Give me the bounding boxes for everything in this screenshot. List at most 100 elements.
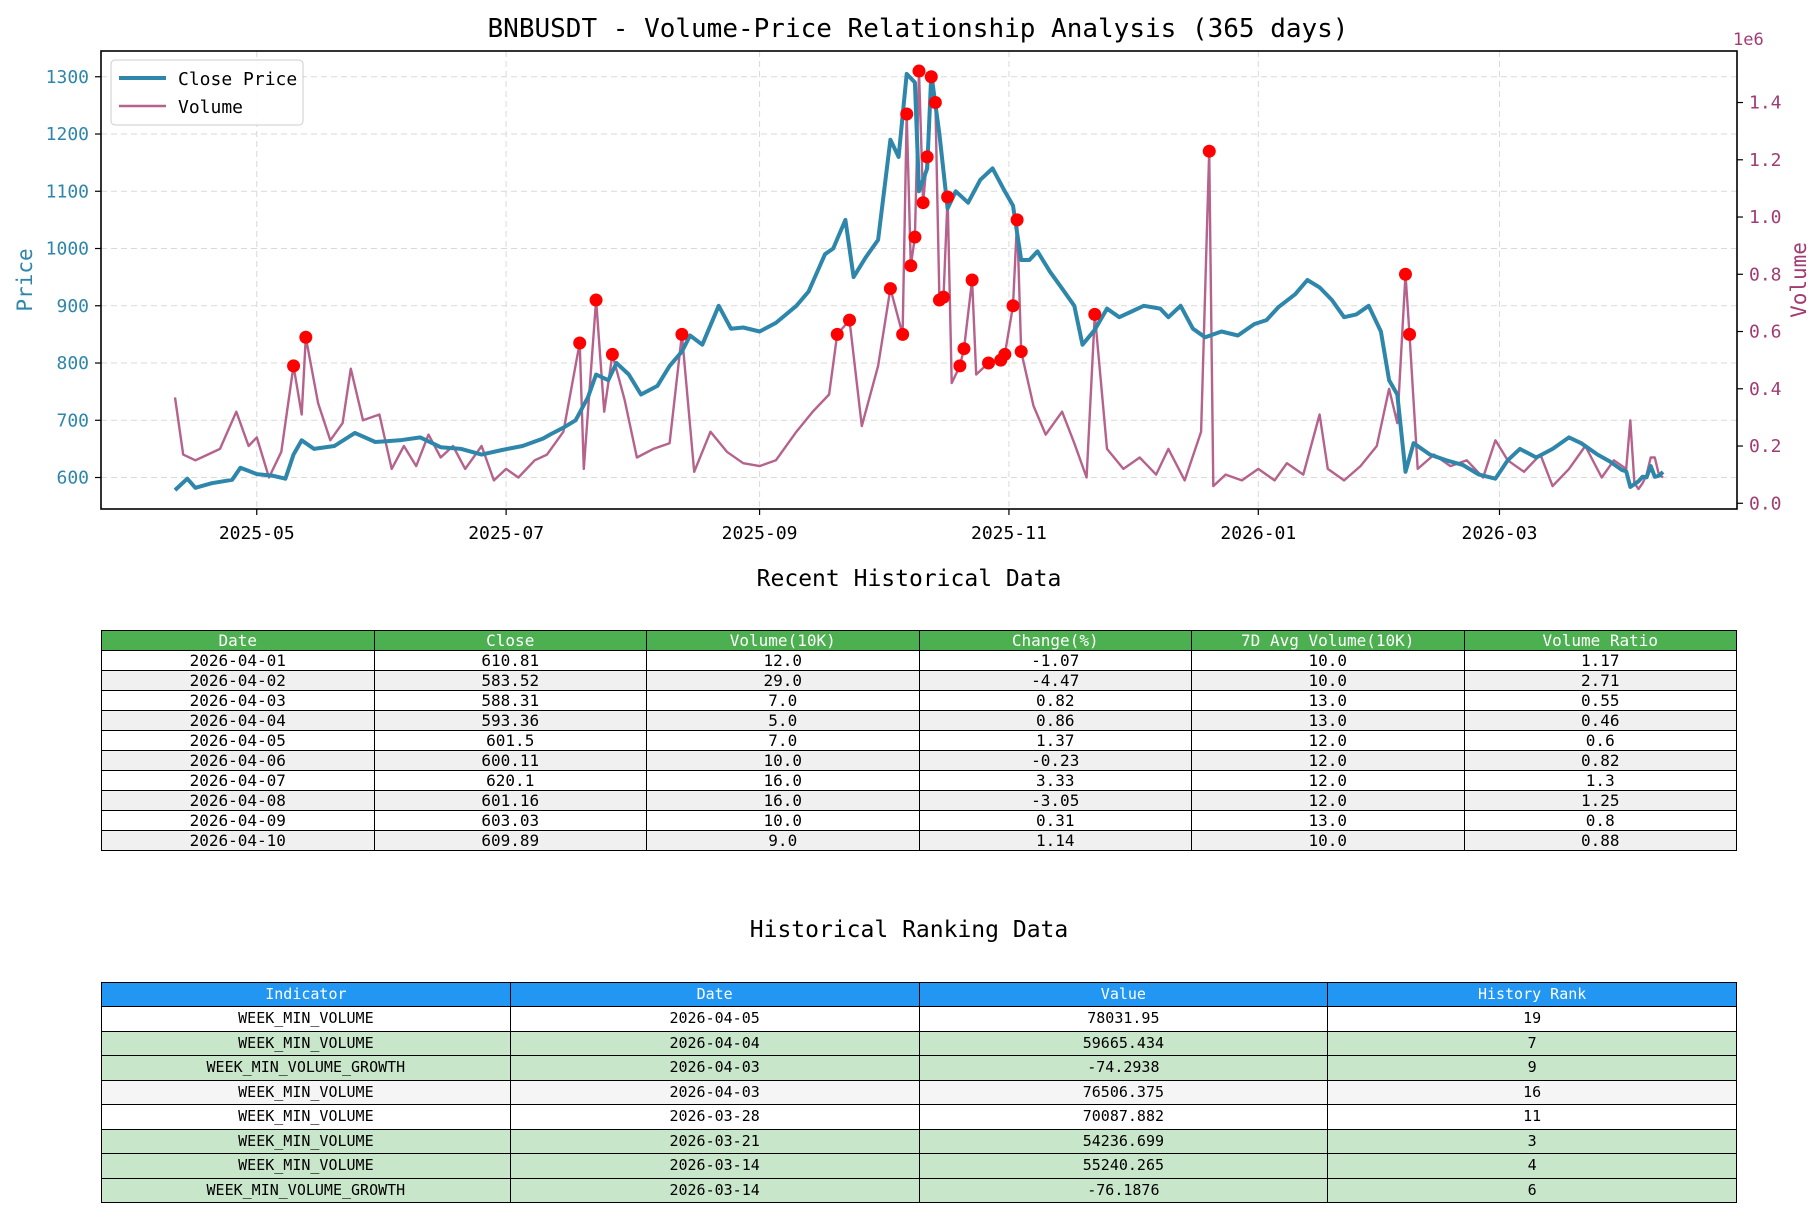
table-cell: 10.0 bbox=[1191, 670, 1465, 691]
table-cell: 7 bbox=[1327, 1030, 1737, 1056]
table-cell: 13.0 bbox=[1191, 810, 1465, 831]
y-right-tick-label: 1.0 bbox=[1749, 207, 1782, 228]
table-cell: 2026-03-14 bbox=[509, 1177, 920, 1203]
volume-series bbox=[173, 69, 1664, 491]
table-cell: 12.0 bbox=[1191, 770, 1465, 791]
table-cell: 609.89 bbox=[373, 830, 647, 851]
y-right-tick-label: 0.6 bbox=[1749, 322, 1782, 343]
table-cell: 2026-04-10 bbox=[101, 830, 375, 851]
table-row: 2026-04-03 588.31 7.0 0.82 13.0 0.55 bbox=[101, 690, 1737, 711]
volume-spike-marker bbox=[1010, 213, 1024, 227]
table-cell: WEEK_MIN_VOLUME bbox=[101, 1153, 511, 1179]
y-axis-right: 0.0 0.2 0.4 0.6 0.8 1.0 1.2 1.4 bbox=[1737, 93, 1782, 514]
table-row: WEEK_MIN_VOLUME 2026-04-05 78031.95 19 bbox=[101, 1006, 1737, 1032]
table-cell: 19 bbox=[1327, 1006, 1737, 1032]
y-left-tick-label: 1000 bbox=[46, 239, 89, 260]
table-cell: 10.0 bbox=[1191, 830, 1465, 851]
table-cell: 54236.699 bbox=[918, 1128, 1329, 1154]
legend: Close Price Volume bbox=[110, 59, 304, 126]
recent-table-header: Date Close Volume(10K) Change(%) 7D Avg Volu… bbox=[101, 630, 1737, 651]
y-right-tick-label: 0.8 bbox=[1749, 264, 1782, 285]
table-cell: WEEK_MIN_VOLUME bbox=[101, 1128, 511, 1154]
recent-header-cell: Volume(10K) bbox=[646, 630, 920, 651]
table-cell: 29.0 bbox=[646, 670, 920, 691]
table-cell: 16.0 bbox=[646, 790, 920, 811]
table-cell: 1.37 bbox=[918, 730, 1192, 751]
ranking-data-table: Indicator Date Value History Rank WEEK_MIN_… bbox=[101, 982, 1737, 1203]
y-left-tick-label: 1300 bbox=[46, 67, 89, 88]
y-left-tick-label: 1100 bbox=[46, 181, 89, 202]
volume-spike-marker bbox=[1398, 267, 1412, 281]
table-cell: 600.11 bbox=[373, 750, 647, 771]
volume-spike-marker bbox=[965, 273, 979, 287]
y-right-tick-label: 1.4 bbox=[1749, 93, 1782, 114]
y-right-exponent: 1e6 bbox=[1733, 30, 1764, 50]
table-row: WEEK_MIN_VOLUME_GROWTH 2026-03-14 -76.1876… bbox=[101, 1177, 1737, 1203]
table-row: 2026-04-02 583.52 29.0 -4.47 10.0 2.71 bbox=[101, 670, 1737, 691]
volume-line bbox=[173, 69, 1664, 491]
table-cell: 12.0 bbox=[1191, 750, 1465, 771]
table-cell: -74.2938 bbox=[918, 1055, 1329, 1081]
table-cell: 16 bbox=[1327, 1079, 1737, 1105]
volume-spike-marker bbox=[937, 290, 951, 304]
x-axis: 2025-05 2025-07 2025-09 2025-11 2026-01 2026-… bbox=[219, 509, 1537, 544]
table-cell: 16.0 bbox=[646, 770, 920, 791]
table-row: WEEK_MIN_VOLUME 2026-03-28 70087.882 11 bbox=[101, 1104, 1737, 1130]
table-cell: WEEK_MIN_VOLUME bbox=[101, 1030, 511, 1056]
volume-spike-marker bbox=[830, 327, 844, 341]
volume-spike-marker bbox=[916, 196, 930, 210]
recent-data-title: Recent Historical Data bbox=[756, 566, 1062, 592]
table-cell: -0.23 bbox=[918, 750, 1192, 771]
table-cell: 0.8 bbox=[1463, 810, 1737, 831]
legend-volume-label: Volume bbox=[178, 97, 243, 118]
volume-spike-marker bbox=[981, 356, 995, 370]
table-cell: 2026-04-03 bbox=[509, 1055, 920, 1081]
table-cell: WEEK_MIN_VOLUME_GROWTH bbox=[101, 1177, 511, 1203]
volume-spike-marker bbox=[953, 359, 967, 373]
table-cell: 55240.265 bbox=[918, 1153, 1329, 1179]
table-cell: 10.0 bbox=[1191, 650, 1465, 671]
table-row: 2026-04-07 620.1 16.0 3.33 12.0 1.3 bbox=[101, 770, 1737, 791]
table-row: WEEK_MIN_VOLUME 2026-03-21 54236.699 3 bbox=[101, 1128, 1737, 1154]
ranking-table-header: Indicator Date Value History Rank bbox=[101, 982, 1737, 1007]
table-cell: 76506.375 bbox=[918, 1079, 1329, 1105]
volume-spike-marker bbox=[920, 150, 934, 164]
table-row: 2026-04-01 610.81 12.0 -1.07 10.0 1.17 bbox=[101, 650, 1737, 671]
table-cell: 59665.434 bbox=[918, 1030, 1329, 1056]
table-cell: 5.0 bbox=[646, 710, 920, 731]
table-cell: 4 bbox=[1327, 1153, 1737, 1179]
table-cell: 10.0 bbox=[646, 810, 920, 831]
table-row: 2026-04-04 593.36 5.0 0.86 13.0 0.46 bbox=[101, 710, 1737, 731]
table-cell: 2026-04-07 bbox=[101, 770, 375, 791]
table-row: WEEK_MIN_VOLUME 2026-04-03 76506.375 16 bbox=[101, 1079, 1737, 1105]
y-axis-left: 600 700 800 900 1000 1100 1200 1300 bbox=[46, 67, 101, 489]
recent-header-cell: 7D Avg Volume(10K) bbox=[1191, 630, 1465, 651]
table-cell: 2026-04-09 bbox=[101, 810, 375, 831]
recent-header-cell: Date bbox=[101, 630, 375, 651]
table-cell: 7.0 bbox=[646, 690, 920, 711]
table-cell: 601.5 bbox=[373, 730, 647, 751]
table-cell: 2026-04-01 bbox=[101, 650, 375, 671]
table-cell: 7.0 bbox=[646, 730, 920, 751]
table-cell: 2.71 bbox=[1463, 670, 1737, 691]
volume-spike-marker bbox=[675, 327, 689, 341]
table-cell: 2026-04-03 bbox=[101, 690, 375, 711]
table-cell: -1.07 bbox=[918, 650, 1192, 671]
table-cell: 2026-04-04 bbox=[509, 1030, 920, 1056]
volume-spike-marker bbox=[843, 313, 857, 327]
table-cell: 0.55 bbox=[1463, 690, 1737, 711]
y-right-label: Volume bbox=[1787, 242, 1811, 318]
table-cell: 620.1 bbox=[373, 770, 647, 791]
y-right-tick-label: 0.4 bbox=[1749, 379, 1782, 400]
plot-frame bbox=[100, 50, 1738, 510]
recent-header-cell: Volume Ratio bbox=[1463, 630, 1737, 651]
ranking-header-cell: Date bbox=[509, 982, 920, 1007]
y-left-tick-label: 1200 bbox=[46, 124, 89, 145]
table-row: WEEK_MIN_VOLUME 2026-03-14 55240.265 4 bbox=[101, 1153, 1737, 1179]
table-cell: 9 bbox=[1327, 1055, 1737, 1081]
table-cell: 10.0 bbox=[646, 750, 920, 771]
table-cell: 0.82 bbox=[918, 690, 1192, 711]
volume-spike-marker bbox=[998, 347, 1012, 361]
table-cell: WEEK_MIN_VOLUME bbox=[101, 1079, 511, 1105]
table-cell: 603.03 bbox=[373, 810, 647, 831]
